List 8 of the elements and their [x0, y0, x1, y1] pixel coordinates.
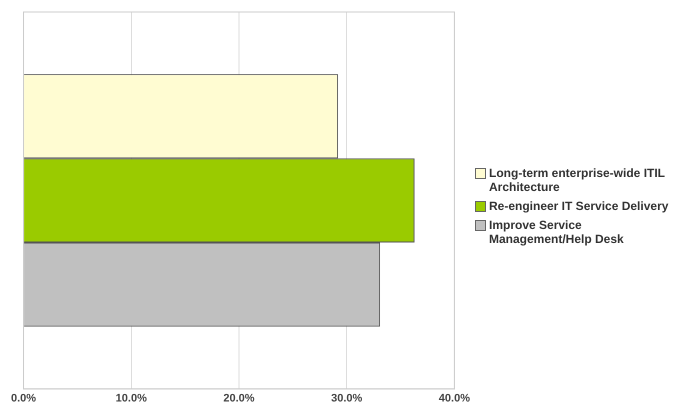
x-tick-label: 20.0%: [223, 392, 255, 404]
legend-label: Re-engineer IT Service Delivery: [489, 198, 668, 212]
x-tick-label: 40.0%: [438, 392, 470, 404]
x-tick-label: 30.0%: [331, 392, 362, 404]
x-tick-label: 10.0%: [116, 392, 148, 404]
legend-label: Improve Service Management/Help Desk: [489, 218, 625, 246]
legend-label: Long-term enterprise-wide ITIL Architecture: [489, 166, 666, 194]
x-tick-label: 0.0%: [10, 392, 36, 404]
